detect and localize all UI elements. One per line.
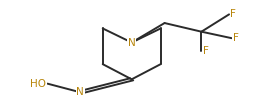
Text: F: F (230, 9, 236, 19)
Text: F: F (203, 46, 209, 56)
Text: F: F (233, 33, 239, 43)
Text: N: N (128, 38, 136, 48)
Text: N: N (77, 87, 84, 97)
Text: HO: HO (30, 79, 46, 89)
